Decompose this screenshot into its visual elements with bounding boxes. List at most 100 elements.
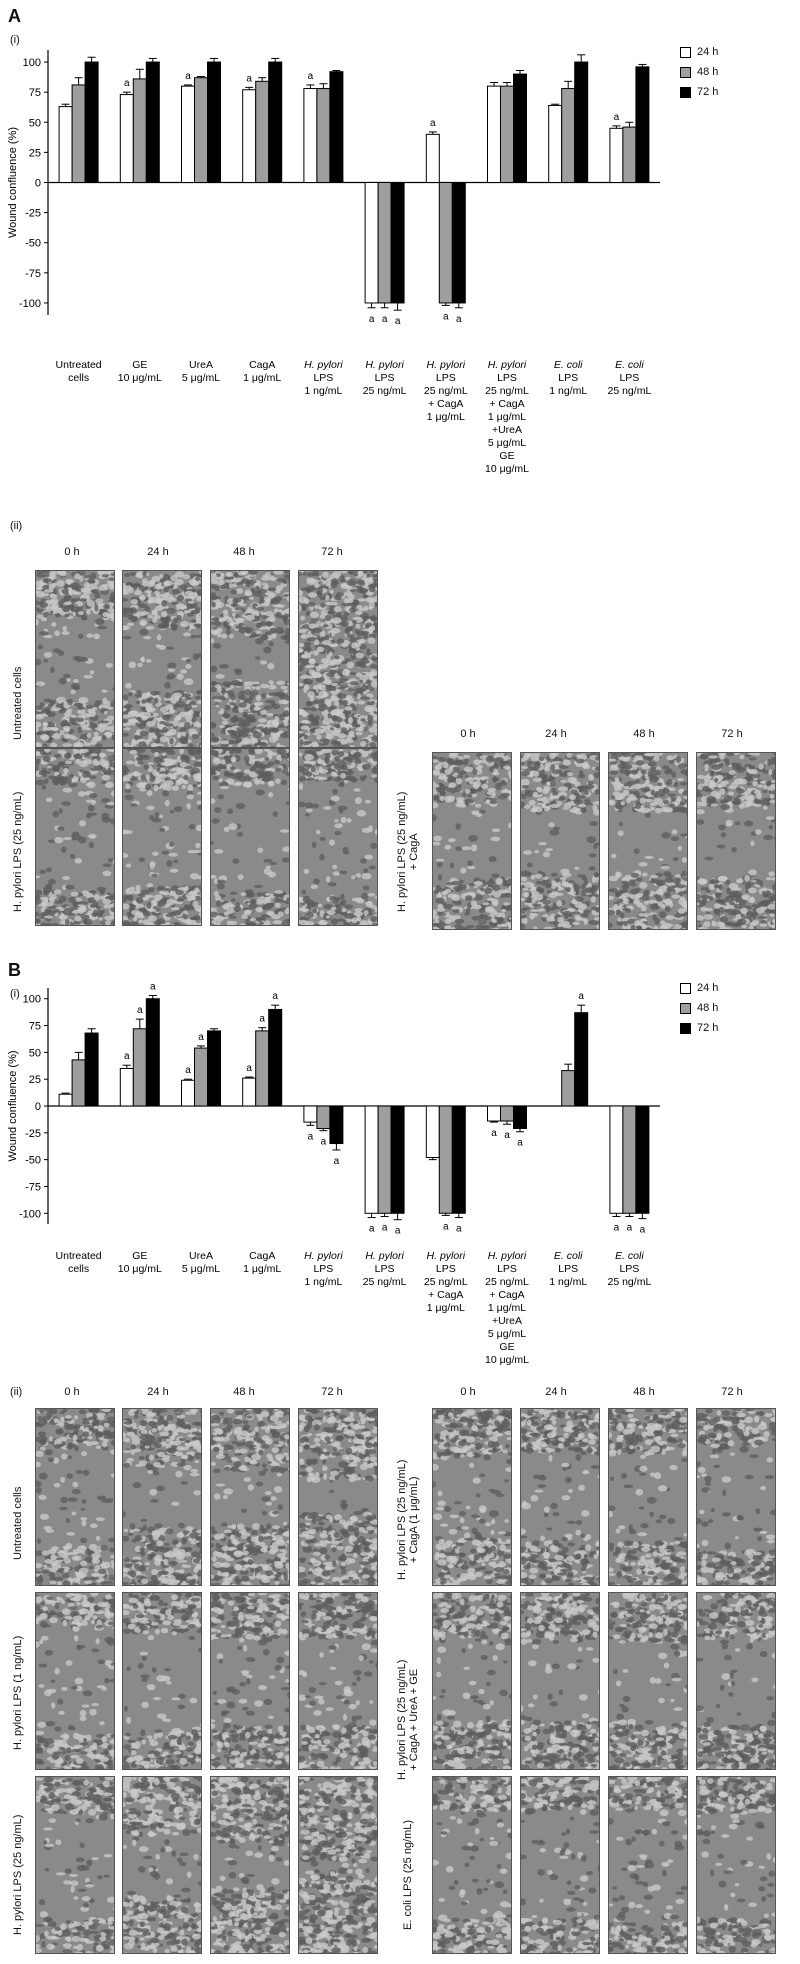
cell-mark (666, 755, 675, 761)
cell-mark (674, 877, 681, 884)
cell-mark (280, 754, 287, 759)
cell-mark (62, 836, 72, 840)
cell-mark (578, 795, 586, 799)
cell-mark (643, 913, 649, 918)
cell-mark (101, 780, 107, 784)
cell-mark (85, 704, 94, 710)
cell-mark (493, 884, 500, 892)
micrograph-svg (36, 749, 114, 925)
cell-mark (156, 767, 161, 772)
cell-mark (282, 710, 289, 717)
time-label-b-right-0h: 0 h (460, 1386, 476, 1398)
cell-mark (676, 884, 686, 889)
cell-mark (64, 613, 70, 618)
cell-mark (580, 806, 587, 814)
cell-mark (44, 749, 51, 753)
cell-mark (455, 823, 461, 831)
cell-mark (589, 821, 598, 827)
cell-mark (151, 873, 159, 877)
cell-mark (167, 745, 172, 747)
cell-mark (306, 588, 311, 592)
category-label: 5 μg/mL (182, 372, 220, 384)
cell-mark (196, 791, 201, 795)
cell-mark (228, 749, 234, 755)
cell-mark (228, 823, 238, 830)
cell-mark (257, 847, 264, 853)
cell-mark (101, 774, 111, 781)
cell-mark (219, 584, 226, 590)
cell-mark (454, 753, 459, 757)
cell-mark (51, 923, 59, 925)
bar-72h (574, 61, 589, 183)
cell-mark (331, 750, 338, 756)
cell-mark (125, 682, 132, 689)
cell-mark (597, 879, 599, 886)
cell-mark (437, 861, 443, 868)
cell-mark (659, 793, 666, 798)
cell-mark (322, 749, 332, 754)
cell-mark (308, 669, 316, 675)
cell-mark (235, 625, 243, 629)
cell-mark (336, 918, 345, 922)
cell-mark (372, 716, 377, 722)
category-label: 25 ng/mL (363, 385, 407, 397)
cell-mark (96, 625, 107, 630)
cell-mark (580, 912, 589, 919)
cell-mark (609, 770, 619, 775)
cell-mark (134, 582, 140, 588)
cell-mark (77, 610, 85, 616)
cell-mark (467, 793, 473, 798)
cell-mark (344, 591, 353, 597)
category-label: UreA (189, 359, 213, 371)
cell-mark (169, 841, 175, 847)
y-tick-label: 0 (35, 1101, 41, 1113)
cell-mark (343, 597, 350, 604)
cell-mark (245, 614, 255, 621)
category-label: 5 μg/mL (488, 437, 526, 449)
cell-mark (508, 794, 511, 801)
cell-mark (179, 584, 188, 590)
cell-mark (542, 876, 549, 881)
cell-mark (79, 923, 86, 925)
cell-mark (452, 915, 461, 920)
cell-mark (609, 922, 613, 929)
bar-72h (145, 998, 160, 1107)
cell-mark (65, 884, 75, 890)
cell-mark (288, 578, 289, 584)
cell-mark (62, 625, 67, 632)
cell-mark (640, 807, 651, 814)
cell-mark (195, 824, 201, 832)
cell-mark (340, 712, 346, 719)
micrograph-image (608, 752, 688, 930)
cell-mark (43, 915, 54, 919)
cell-mark (102, 863, 112, 868)
cell-mark (83, 754, 90, 758)
category-label: + CagA (489, 1289, 524, 1301)
cell-mark (433, 926, 440, 929)
micrograph-image (35, 570, 115, 748)
cell-mark (575, 916, 583, 922)
cell-mark (167, 668, 176, 672)
cell-mark (478, 759, 488, 764)
cell-mark (224, 692, 229, 699)
cell-mark (80, 749, 90, 753)
cell-mark (38, 913, 46, 920)
cell-mark (123, 732, 129, 737)
cell-mark (551, 891, 559, 896)
cell-mark (147, 762, 154, 766)
cell-mark (142, 571, 147, 577)
cell-mark (285, 801, 289, 805)
row-label-a-untreated: Untreated cells (12, 666, 24, 740)
row-label-b-hp25-mix-line1: H. pylori LPS (25 ng/mL) (396, 1659, 408, 1780)
cell-mark (86, 608, 91, 615)
category-label: 1 ng/mL (549, 385, 587, 397)
cell-mark (362, 594, 369, 599)
cell-mark (652, 914, 657, 920)
cell-mark (357, 700, 366, 705)
cell-mark (609, 875, 619, 882)
cell-mark (337, 686, 346, 690)
cell-mark (130, 921, 137, 925)
y-tick-label: 0 (35, 178, 41, 190)
cell-mark (235, 802, 246, 810)
category-label: Untreated (56, 359, 102, 371)
